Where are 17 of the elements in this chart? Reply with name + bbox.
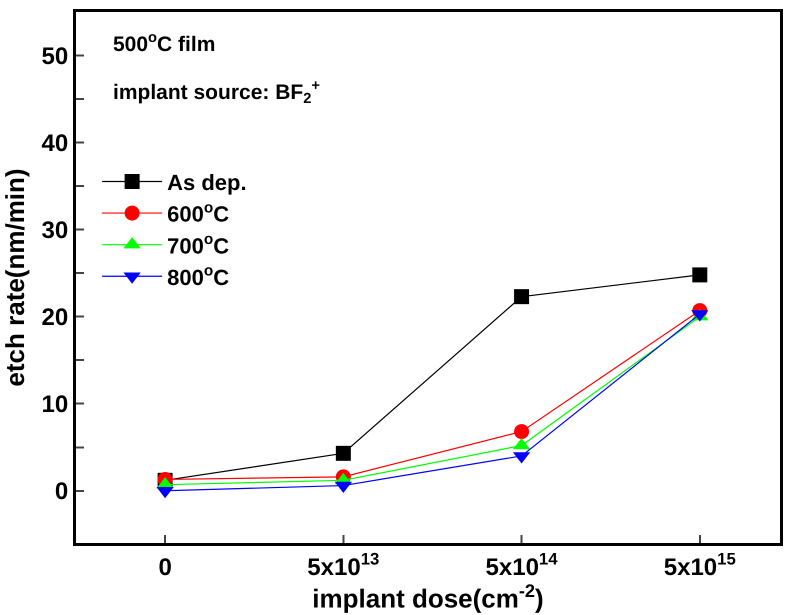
y-tick-label: 10 — [41, 391, 68, 418]
x-tick-label: 5x10$^{14}$ — [486, 550, 558, 581]
annotation: 500$^{o}$C film — [113, 30, 216, 56]
legend-label: As dep. — [167, 170, 247, 196]
legend-label: 700$^{o}$C — [167, 231, 230, 258]
x-axis-title: implant dose(cm$^{-2}$) — [312, 580, 544, 614]
y-tick-label: 40 — [41, 130, 68, 157]
y-tick-label: 0 — [54, 478, 68, 506]
legend-label: 800$^{o}$C — [167, 262, 230, 290]
y-tick-label: 30 — [41, 217, 68, 244]
y-axis-title: etch rate(nm/min) — [0, 168, 30, 387]
legend-label: 600$^{o}$C — [167, 199, 230, 227]
y-tick-label: 50 — [41, 42, 68, 70]
y-tick-label: 20 — [41, 304, 68, 332]
x-tick-label: 5x10$^{13}$ — [307, 550, 380, 581]
x-tick-label: 5x10$^{15}$ — [664, 550, 736, 581]
x-tick-label: 0 — [158, 554, 172, 581]
